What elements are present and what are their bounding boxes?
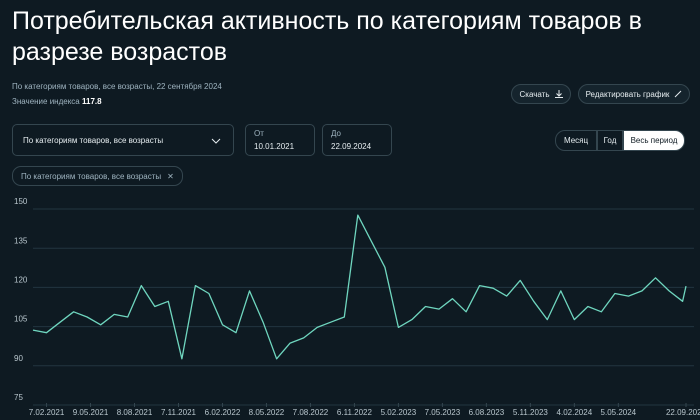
filter-chip[interactable]: По категориям товаров, все возрасты ✕ xyxy=(12,166,183,186)
from-label: От xyxy=(254,129,264,138)
download-text: Скачать xyxy=(519,89,550,99)
y-tick-label: 120 xyxy=(14,276,28,285)
category-select[interactable]: По категориям товаров, все возрасты xyxy=(12,124,234,156)
index-value: 117.8 xyxy=(81,97,102,106)
x-tick-label: 9.05.2021 xyxy=(73,408,109,417)
period-all[interactable]: Весь период xyxy=(623,130,685,151)
y-tick-label: 105 xyxy=(14,315,28,324)
y-tick-label: 75 xyxy=(14,393,23,402)
subtitle: По категориям товаров, все возрасты, 22 … xyxy=(12,82,222,91)
to-field[interactable]: До 22.09.2024 xyxy=(322,124,392,156)
download-button[interactable]: Скачать xyxy=(511,84,571,104)
x-tick-label: 8.05.2022 xyxy=(249,408,285,417)
edit-text: Редактировать график xyxy=(585,89,670,99)
page-title: Потребительская активность по категориям… xyxy=(12,7,642,66)
to-value: 22.09.2024 xyxy=(331,142,372,151)
period-year[interactable]: Год xyxy=(597,130,623,151)
x-tick-label: 5.02.2023 xyxy=(381,408,417,417)
index-label: Значение индекса xyxy=(12,97,80,106)
to-label: До xyxy=(331,129,341,138)
chip-text: По категориям товаров, все возрасты xyxy=(21,171,162,181)
download-icon xyxy=(554,90,563,98)
index-line: Значение индекса 117.8 xyxy=(12,97,102,106)
y-tick-label: 90 xyxy=(14,354,23,363)
period-month[interactable]: Месяц xyxy=(555,130,597,151)
chip-close[interactable]: ✕ xyxy=(167,171,174,181)
y-tick-label: 150 xyxy=(14,197,28,206)
period-switch: Месяц Год Весь период xyxy=(555,130,685,151)
from-field[interactable]: От 10.01.2021 xyxy=(245,124,315,156)
edit-button[interactable]: Редактировать график xyxy=(578,84,690,104)
x-tick-label: 6.11.2022 xyxy=(337,408,373,417)
y-tick-label: 135 xyxy=(14,236,28,245)
from-value: 10.01.2021 xyxy=(254,142,295,151)
x-tick-label: 6.02.2022 xyxy=(205,408,241,417)
edit-icon xyxy=(675,90,682,98)
x-tick-label: 6.08.2023 xyxy=(469,408,505,417)
x-tick-label: 5.05.2024 xyxy=(601,408,637,417)
x-tick-label: 5.11.2023 xyxy=(513,408,549,417)
x-tick-label: 7.02.2021 xyxy=(29,408,65,417)
x-tick-label: 7.05.2023 xyxy=(425,408,461,417)
chevron xyxy=(211,138,221,144)
category-text: По категориям товаров, все возрасты xyxy=(23,136,164,145)
x-tick-label: 7.11.2021 xyxy=(161,408,197,417)
chart: 75 90 105 120 135 150 7.02.2021 9.05.2021 8.08.2… xyxy=(14,197,700,417)
x-tick-label: 22.09.2024 xyxy=(666,408,700,417)
x-tick-label: 7.08.2022 xyxy=(293,408,329,417)
x-tick-label: 4.02.2024 xyxy=(557,408,593,417)
data-line xyxy=(32,214,687,360)
x-tick-label: 8.08.2021 xyxy=(117,408,153,417)
